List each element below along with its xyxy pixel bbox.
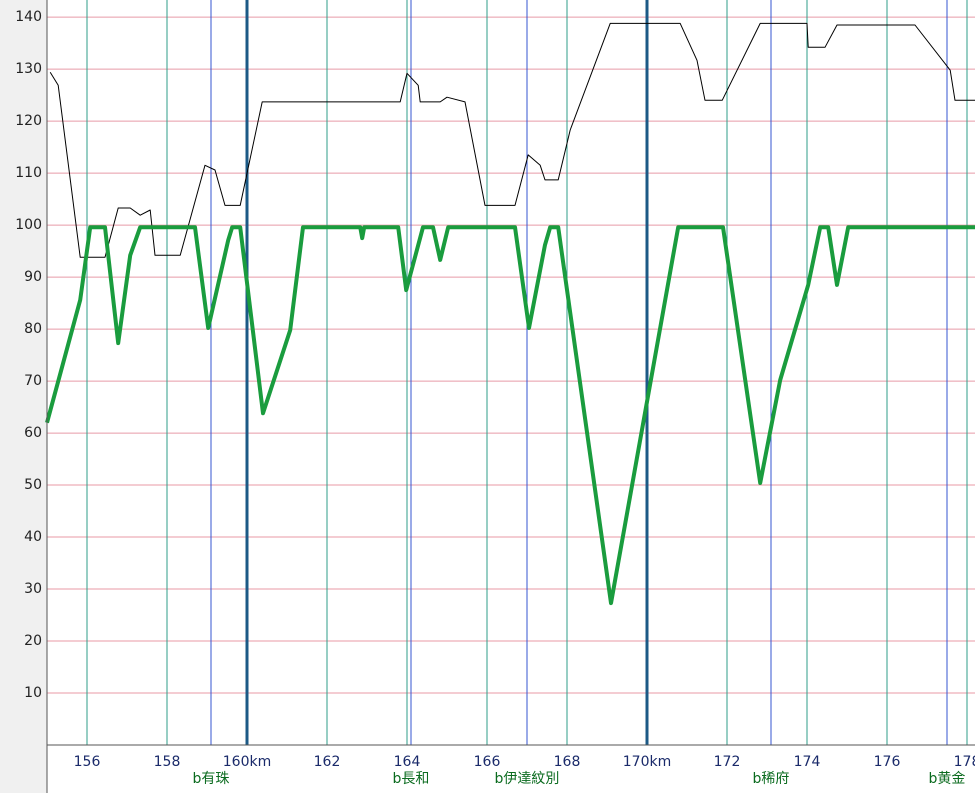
x-tick-label: 162 bbox=[314, 754, 341, 770]
plot-area bbox=[47, 0, 975, 745]
y-tick-label: 100 bbox=[15, 217, 42, 233]
y-tick-label: 120 bbox=[15, 113, 42, 129]
station-label: b有珠 bbox=[193, 771, 230, 787]
y-tick-label: 80 bbox=[24, 321, 42, 337]
y-tick-label: 60 bbox=[24, 425, 42, 441]
x-tick-label: 176 bbox=[874, 754, 901, 770]
x-tick-label: 168 bbox=[554, 754, 581, 770]
x-tick-label: 164 bbox=[394, 754, 421, 770]
x-tick-label: 178 bbox=[954, 754, 975, 770]
station-label: b長和 bbox=[393, 771, 430, 787]
y-tick-label: 140 bbox=[15, 9, 42, 25]
marks bbox=[45, 22, 975, 606]
x-tick-label: 158 bbox=[154, 754, 181, 770]
y-tick-label: 30 bbox=[24, 581, 42, 597]
x-tick-label: 156 bbox=[74, 754, 101, 770]
series-line bbox=[49, 22, 975, 258]
x-tick-label: 174 bbox=[794, 754, 821, 770]
y-tick-label: 50 bbox=[24, 477, 42, 493]
y-tick-label: 90 bbox=[24, 269, 42, 285]
x-tick-label: 170km bbox=[623, 754, 671, 770]
x-tick-label: 172 bbox=[714, 754, 741, 770]
y-axis-panel bbox=[0, 0, 47, 793]
y-tick-label: 70 bbox=[24, 373, 42, 389]
y-tick-label: 110 bbox=[15, 165, 42, 181]
station-label: b稀府 bbox=[753, 771, 790, 787]
x-tick-label: 166 bbox=[474, 754, 501, 770]
series-line bbox=[45, 225, 975, 606]
labels: 10 20 30 40 50 60 70 80 90 100 110 120 130 140 156 158 1… bbox=[15, 9, 975, 787]
station-label: b黄金 bbox=[929, 770, 966, 787]
y-tick-label: 130 bbox=[15, 61, 42, 77]
y-tick-label: 20 bbox=[24, 633, 42, 649]
y-tick-label: 40 bbox=[24, 529, 42, 545]
y-tick-label: 10 bbox=[24, 685, 42, 701]
x-tick-label: 160km bbox=[223, 754, 271, 770]
station-label: b伊達紋別 bbox=[495, 771, 560, 787]
